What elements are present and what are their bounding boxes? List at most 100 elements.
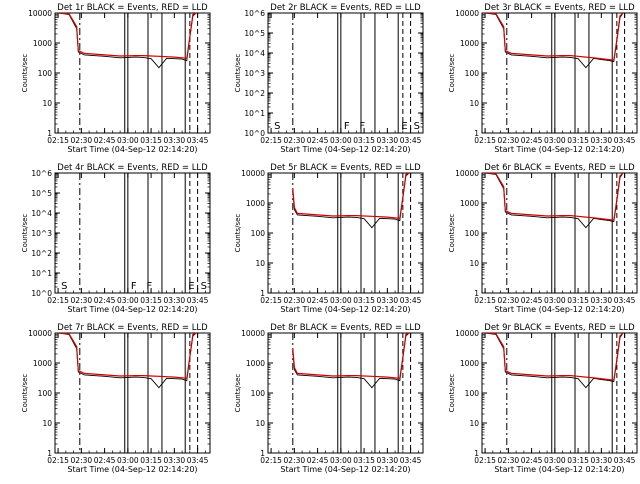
- flag-label: F: [359, 121, 365, 132]
- chart-title: Det 8r BLACK = Events, RED = LLD: [270, 323, 421, 333]
- x-tick-label: 03:30: [591, 456, 613, 465]
- y-tick-label: 10^4: [244, 49, 265, 58]
- y-tick-label: 1: [260, 289, 265, 298]
- x-tick-label: 02:30: [71, 136, 93, 145]
- y-tick-label: 10000: [28, 9, 52, 18]
- chart-title: Det 2r BLACK = Events, RED = LLD: [270, 3, 421, 13]
- flag-label: S: [414, 121, 420, 132]
- y-tick-label: 100: [38, 69, 53, 78]
- y-tick-label: 10^1: [31, 269, 52, 278]
- x-tick-label: 02:15: [260, 296, 282, 305]
- y-tick-label: 10000: [455, 329, 479, 338]
- x-axis-label: Start Time (04-Sep-12 02:14:20): [494, 145, 624, 154]
- x-tick-label: 03:15: [353, 456, 375, 465]
- x-tick-label: 03:00: [544, 296, 566, 305]
- y-tick-label: 100: [38, 389, 53, 398]
- lld-series-line: [485, 173, 624, 221]
- y-axis-label: Counts/sec: [448, 214, 456, 253]
- x-tick-label: 03:00: [117, 296, 139, 305]
- x-tick-label: 03:00: [544, 456, 566, 465]
- x-axis-label: Start Time (04-Sep-12 02:14:20): [280, 305, 410, 314]
- y-tick-label: 10^6: [31, 169, 52, 178]
- x-tick-label: 03:15: [140, 296, 162, 305]
- chart-panel: Det 5r BLACK = Events, RED = LLD 1 10 100 10…: [234, 163, 424, 314]
- y-tick-label: 10^4: [31, 209, 52, 218]
- x-tick-label: 03:15: [140, 456, 162, 465]
- x-tick-label: 02:45: [521, 136, 543, 145]
- x-axis-label: Start Time (04-Sep-12 02:14:20): [67, 305, 197, 314]
- plot-frame: [267, 332, 424, 454]
- flag-label: S: [61, 281, 67, 292]
- events-series-line: [485, 333, 624, 389]
- plot-frame: [267, 12, 424, 134]
- x-tick-label: 02:45: [307, 456, 329, 465]
- y-axis-label: Counts/sec: [448, 374, 456, 413]
- x-tick-label: 03:30: [164, 296, 186, 305]
- chart-panel: Det 2r BLACK = Events, RED = LLD 10^0 10^1…: [234, 3, 424, 154]
- chart-title: Det 9r BLACK = Events, RED = LLD: [484, 323, 635, 333]
- y-tick-label: 1: [474, 129, 479, 138]
- y-axis-label: Counts/sec: [448, 54, 456, 93]
- chart-panel: Det 3r BLACK = Events, RED = LLD 1 10 100 10…: [448, 3, 638, 154]
- lld-series-line: [58, 333, 197, 379]
- y-tick-label: 1000: [246, 199, 265, 208]
- flag-label: F: [131, 281, 137, 292]
- x-tick-label: 03:45: [614, 296, 636, 305]
- x-tick-label: 02:15: [260, 456, 282, 465]
- events-series-line: [485, 13, 624, 69]
- chart-panel: Det 4r BLACK = Events, RED = LLD 10^0 10^1…: [21, 163, 211, 314]
- y-tick-label: 1000: [460, 199, 479, 208]
- x-tick-label: 03:45: [187, 456, 209, 465]
- x-tick-label: 02:15: [47, 456, 69, 465]
- y-tick-label: 10^2: [31, 249, 52, 258]
- y-tick-label: 10^1: [244, 109, 265, 118]
- flag-label: E: [401, 121, 407, 132]
- y-tick-label: 100: [465, 389, 480, 398]
- lld-series-line: [292, 173, 410, 219]
- y-tick-label: 1000: [460, 39, 479, 48]
- y-axis-label: Counts/sec: [234, 214, 242, 253]
- y-tick-label: 10000: [455, 169, 479, 178]
- x-tick-label: 02:15: [260, 136, 282, 145]
- events-series-line: [58, 13, 197, 69]
- y-tick-label: 1000: [460, 359, 479, 368]
- y-tick-label: 10^0: [31, 289, 52, 298]
- x-tick-label: 03:15: [140, 136, 162, 145]
- x-tick-label: 03:45: [400, 296, 422, 305]
- y-tick-label: 10: [469, 259, 479, 268]
- y-tick-label: 10000: [455, 9, 479, 18]
- x-tick-label: 02:30: [498, 296, 520, 305]
- y-tick-label: 10000: [241, 169, 265, 178]
- y-tick-label: 10^2: [244, 89, 265, 98]
- x-axis-label: Start Time (04-Sep-12 02:14:20): [280, 465, 410, 474]
- x-tick-label: 02:15: [47, 296, 69, 305]
- plot-frame: [481, 12, 638, 134]
- x-tick-label: 02:45: [521, 456, 543, 465]
- y-tick-label: 10000: [28, 329, 52, 338]
- x-axis-label: Start Time (04-Sep-12 02:14:20): [494, 465, 624, 474]
- x-tick-label: 03:45: [614, 456, 636, 465]
- y-tick-label: 100: [465, 69, 480, 78]
- x-tick-label: 03:00: [330, 456, 352, 465]
- flag-label: S: [201, 281, 207, 292]
- x-tick-label: 02:45: [307, 136, 329, 145]
- x-tick-label: 03:15: [567, 296, 589, 305]
- x-tick-label: 02:30: [71, 296, 93, 305]
- chart-title: Det 5r BLACK = Events, RED = LLD: [270, 163, 421, 173]
- x-tick-label: 02:15: [474, 296, 496, 305]
- lld-series-line: [485, 333, 624, 381]
- plot-frame: [54, 12, 211, 134]
- y-tick-label: 100: [251, 389, 266, 398]
- y-tick-label: 10: [42, 419, 52, 428]
- plot-frame: [54, 332, 211, 454]
- y-tick-label: 10: [42, 99, 52, 108]
- lld-series-line: [485, 13, 624, 61]
- x-tick-label: 03:00: [544, 136, 566, 145]
- x-tick-label: 03:00: [330, 136, 352, 145]
- x-tick-label: 03:30: [591, 136, 613, 145]
- flag-label: F: [146, 281, 152, 292]
- y-axis-label: Counts/sec: [21, 214, 29, 253]
- x-axis-label: Start Time (04-Sep-12 02:14:20): [67, 145, 197, 154]
- y-tick-label: 10: [469, 99, 479, 108]
- x-tick-label: 02:45: [94, 296, 116, 305]
